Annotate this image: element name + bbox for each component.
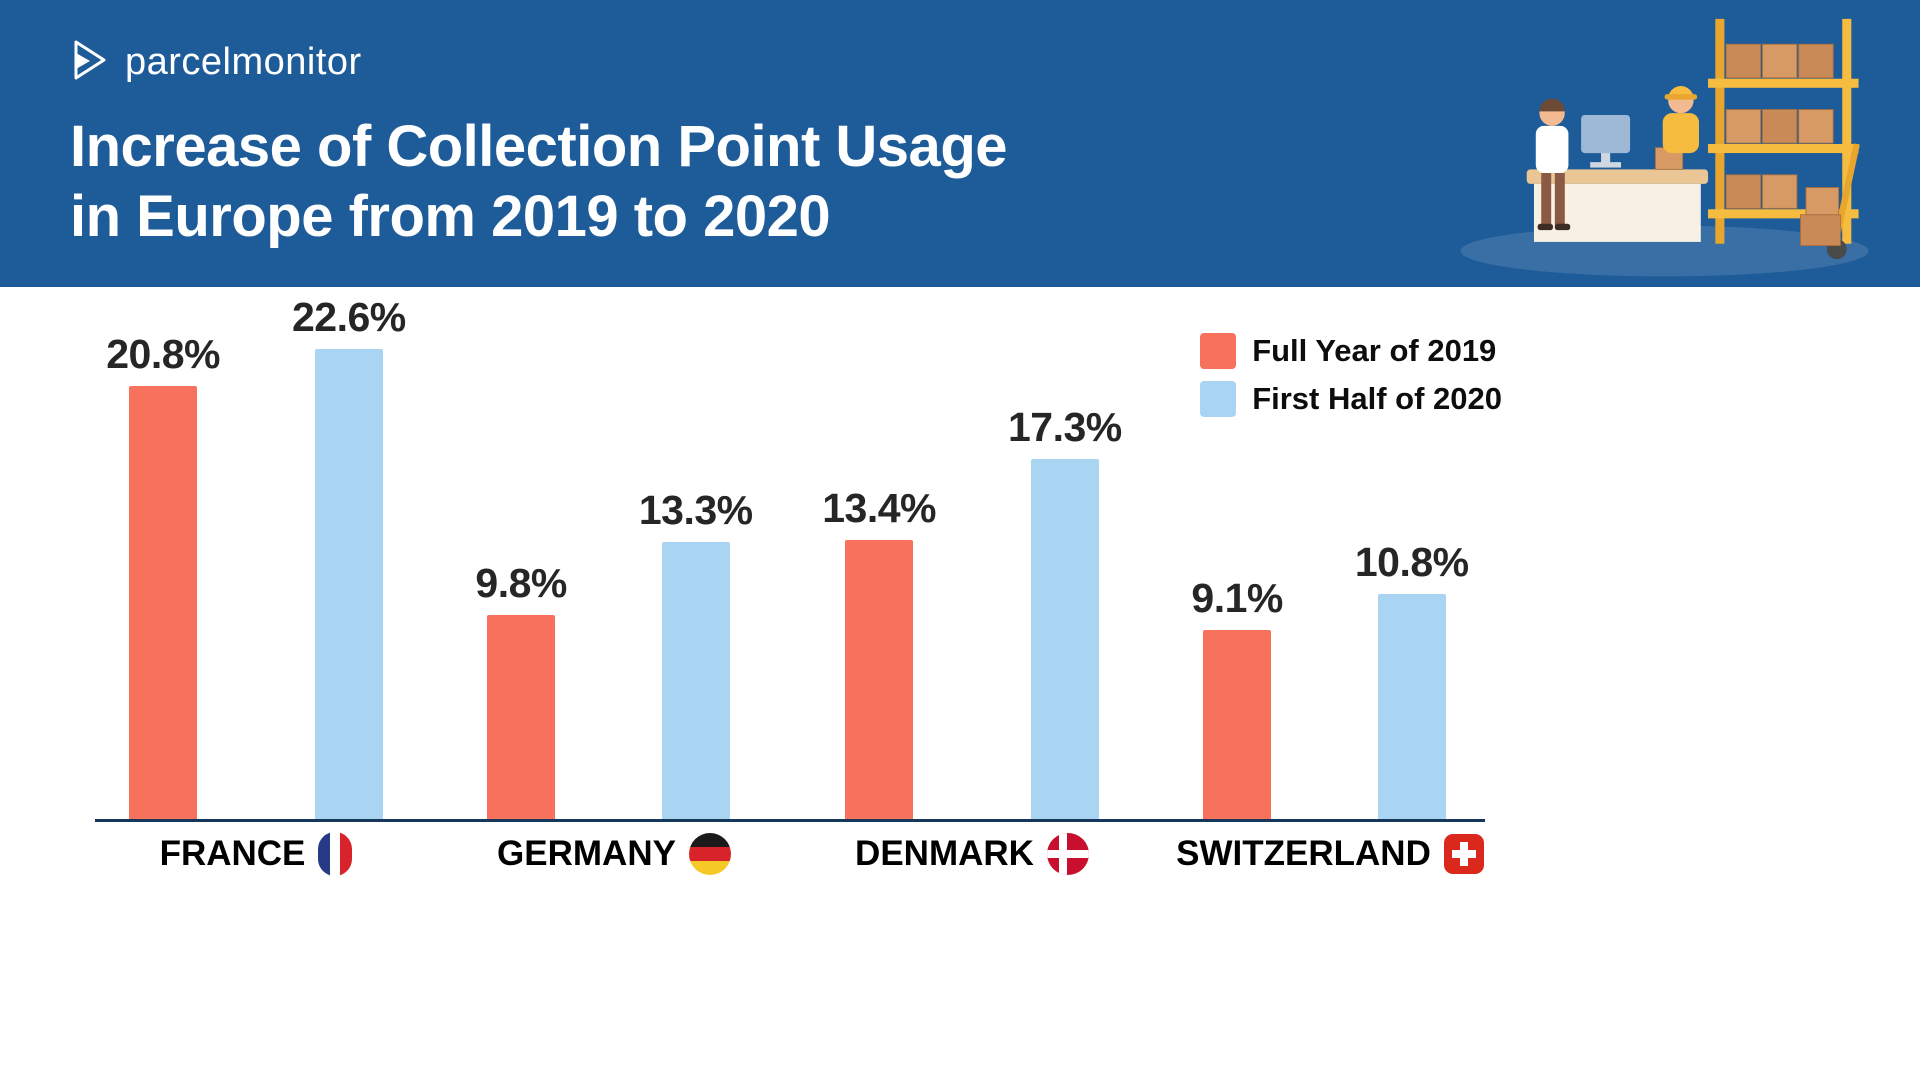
category-germany: GERMANY — [489, 832, 739, 876]
value-label: 20.8% — [106, 331, 220, 377]
switzerland-flag-icon — [1443, 834, 1484, 874]
bar-germany-2020 — [661, 542, 730, 819]
legend-swatch-2019 — [1200, 333, 1237, 369]
value-label: 13.3% — [638, 487, 753, 533]
bar-france-2019 — [129, 386, 198, 819]
category-label: SWITZERLAND — [1176, 834, 1431, 873]
bar-col-germany-2019: 9.8% — [475, 560, 567, 819]
bar-group-switzerland: 9.1% 10.8% — [1191, 539, 1469, 819]
bar-germany-2019 — [487, 615, 556, 819]
bar-col-france-2020: 22.6% — [292, 294, 406, 819]
bar-group-germany: 9.8% 13.3% — [475, 487, 753, 819]
category-label: GERMANY — [497, 834, 676, 873]
bar-france-2020 — [314, 349, 383, 819]
bar-group-denmark: 13.4% 17.3% — [822, 404, 1122, 819]
bar-col-france-2019: 20.8% — [106, 331, 220, 819]
legend-item-2019: Full Year of 2019 — [1200, 333, 1502, 369]
bar-col-switzerland-2019: 9.1% — [1191, 575, 1283, 819]
legend-item-2020: First Half of 2020 — [1200, 381, 1502, 417]
customer-graphic — [1535, 98, 1571, 231]
header-banner: parcelmonitor Increase of Collection Poi… — [0, 0, 1920, 287]
warehouse-illustration — [1460, 18, 1869, 277]
shelf-rack-graphic — [1708, 18, 1859, 244]
page-title-line1: Increase of Collection Point Usage — [70, 114, 1008, 179]
bar-col-germany-2020: 13.3% — [639, 487, 753, 819]
bar-denmark-2019 — [845, 540, 914, 819]
bar-switzerland-2019 — [1203, 630, 1272, 819]
page-title-line2: in Europe from 2019 to 2020 — [70, 183, 831, 249]
legend-label-2019: Full Year of 2019 — [1252, 333, 1497, 368]
category-switzerland: SWITZERLAND — [1176, 832, 1484, 876]
category-france: FRANCE — [131, 832, 381, 876]
logo-text: parcelmonitor — [125, 40, 362, 83]
value-label: 10.8% — [1354, 539, 1469, 585]
value-label: 17.3% — [1008, 404, 1122, 450]
chart-legend: Full Year of 2019 First Half of 2020 — [1200, 333, 1502, 417]
bar-groups: 20.8% 22.6% 9.8% 13.3% 13.4% — [95, 287, 1825, 819]
legend-label-2020: First Half of 2020 — [1252, 381, 1502, 416]
category-label: FRANCE — [159, 834, 306, 873]
category-denmark: DENMARK — [847, 832, 1097, 876]
bar-col-denmark-2020: 17.3% — [1008, 404, 1122, 819]
category-label: DENMARK — [855, 834, 1034, 873]
bar-switzerland-2020 — [1377, 594, 1446, 819]
value-label: 9.8% — [475, 560, 567, 606]
bar-col-denmark-2019: 13.4% — [822, 485, 936, 819]
bar-group-france: 20.8% 22.6% — [106, 294, 406, 819]
worker-graphic — [1662, 85, 1699, 154]
value-label: 9.1% — [1191, 575, 1283, 621]
denmark-flag-icon — [1046, 833, 1089, 875]
bar-denmark-2020 — [1030, 459, 1099, 819]
bar-chart: Full Year of 2019 First Half of 2020 20.… — [0, 287, 1920, 1080]
germany-flag-icon — [688, 833, 731, 875]
value-label: 13.4% — [822, 485, 936, 531]
bar-col-switzerland-2020: 10.8% — [1355, 539, 1469, 819]
legend-swatch-2020 — [1200, 381, 1237, 417]
value-label: 22.6% — [292, 294, 406, 340]
x-axis-line — [95, 819, 1485, 822]
hand-truck-graphic — [1800, 143, 1860, 260]
category-labels: FRANCE GERMANY DENMA — [95, 832, 1825, 876]
logo-icon — [74, 40, 106, 80]
logo: parcelmonitor — [70, 40, 1920, 84]
france-flag-icon — [318, 832, 353, 876]
page-title: Increase of Collection Point Usage in Eu… — [70, 112, 1920, 251]
